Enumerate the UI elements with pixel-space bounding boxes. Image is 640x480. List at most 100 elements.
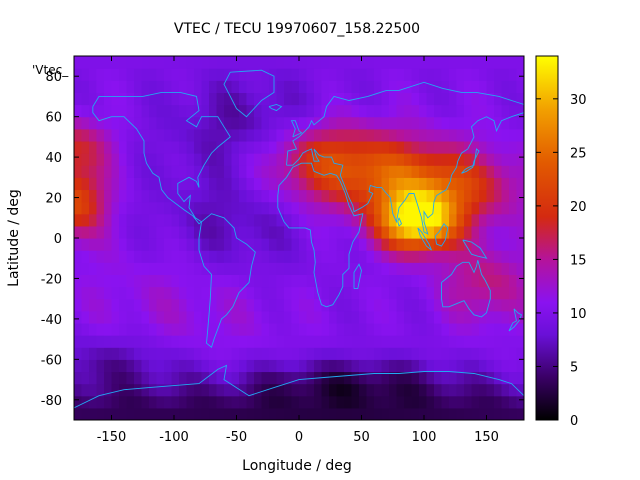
heatmap-cell bbox=[389, 225, 398, 239]
heatmap-cell bbox=[111, 383, 120, 397]
heatmap-cell bbox=[486, 68, 495, 81]
heatmap-cell bbox=[111, 153, 120, 166]
heatmap-cell bbox=[456, 201, 465, 215]
heatmap-cell bbox=[261, 322, 270, 336]
heatmap-cell bbox=[149, 274, 158, 288]
heatmap-cell bbox=[119, 347, 128, 360]
heatmap-cell bbox=[156, 274, 165, 288]
heatmap-cell bbox=[426, 407, 435, 420]
heatmap-cell bbox=[426, 286, 435, 300]
x-tick-label: 150 bbox=[474, 430, 499, 445]
heatmap-cell bbox=[509, 104, 518, 118]
heatmap-cell bbox=[434, 286, 443, 300]
x-axis-ticks: -150 -100 -50 0 50 100 150 bbox=[97, 56, 499, 445]
heatmap-cell bbox=[209, 347, 218, 360]
heatmap-cell bbox=[246, 140, 255, 154]
x-tick-label: -150 bbox=[97, 430, 127, 445]
heatmap-cell bbox=[516, 225, 524, 239]
heatmap-cell bbox=[261, 250, 270, 263]
heatmap-cell bbox=[164, 213, 173, 227]
heatmap-cell bbox=[291, 298, 300, 312]
heatmap-cell bbox=[389, 395, 398, 409]
heatmap-cell bbox=[104, 238, 113, 251]
heatmap-cell bbox=[441, 262, 450, 275]
heatmap-cell bbox=[239, 298, 248, 312]
heatmap-cell bbox=[126, 395, 135, 409]
heatmap-cell bbox=[426, 359, 435, 373]
heatmap-cell bbox=[141, 80, 150, 93]
heatmap-cell bbox=[456, 56, 465, 69]
heatmap-cell bbox=[284, 238, 293, 251]
heatmap-cell bbox=[494, 128, 503, 142]
heatmap-cell bbox=[111, 213, 120, 227]
heatmap-cell bbox=[449, 165, 458, 178]
heatmap-cell bbox=[194, 371, 203, 385]
heatmap-cell bbox=[254, 371, 263, 385]
heatmap-cell bbox=[239, 140, 248, 154]
heatmap-cell bbox=[141, 116, 150, 130]
heatmap-cell bbox=[434, 310, 443, 324]
heatmap-cell bbox=[501, 298, 510, 312]
heatmap-cell bbox=[434, 104, 443, 118]
heatmap-cell bbox=[479, 140, 488, 154]
heatmap-cell bbox=[479, 165, 488, 178]
heatmap-cell bbox=[276, 310, 285, 324]
heatmap-cell bbox=[411, 104, 420, 118]
heatmap-cell bbox=[314, 335, 323, 348]
heatmap-cell bbox=[284, 225, 293, 239]
heatmap-cell bbox=[194, 383, 203, 397]
heatmap-cell bbox=[269, 407, 278, 420]
heatmap-cell bbox=[254, 286, 263, 300]
heatmap-cell bbox=[404, 407, 413, 420]
heatmap-cell bbox=[291, 262, 300, 275]
y-tick-label: 60 bbox=[45, 111, 62, 126]
heatmap-cell bbox=[434, 383, 443, 397]
heatmap-cell bbox=[254, 80, 263, 93]
heatmap-cell bbox=[149, 140, 158, 154]
heatmap-cell bbox=[96, 407, 105, 420]
heatmap-cell bbox=[344, 359, 353, 373]
heatmap-cell bbox=[314, 383, 323, 397]
heatmap-cell bbox=[134, 128, 143, 142]
heatmap-cell bbox=[254, 128, 263, 142]
heatmap-cell bbox=[479, 177, 488, 191]
heatmap-cell bbox=[359, 371, 368, 385]
heatmap-cell bbox=[201, 335, 210, 348]
heatmap-cell bbox=[246, 347, 255, 360]
heatmap-cell bbox=[126, 262, 135, 275]
heatmap-cell bbox=[276, 68, 285, 81]
heatmap-cell bbox=[434, 359, 443, 373]
heatmap-cell bbox=[389, 80, 398, 93]
heatmap-cell bbox=[374, 116, 383, 130]
chart-title: VTEC / TECU 19970607_158.22500 bbox=[174, 21, 420, 37]
heatmap-cell bbox=[456, 238, 465, 251]
heatmap-cell bbox=[396, 407, 405, 420]
heatmap-cell bbox=[156, 189, 165, 203]
heatmap-cell bbox=[291, 177, 300, 191]
heatmap-cell bbox=[291, 165, 300, 178]
heatmap-cell bbox=[104, 225, 113, 239]
heatmap-cell bbox=[164, 140, 173, 154]
heatmap-cell bbox=[171, 262, 180, 275]
heatmap-cell bbox=[486, 347, 495, 360]
heatmap-cell bbox=[479, 371, 488, 385]
heatmap-cell bbox=[179, 213, 188, 227]
heatmap-cell bbox=[486, 201, 495, 215]
heatmap-cell bbox=[471, 407, 480, 420]
heatmap-cell bbox=[74, 104, 83, 118]
heatmap-cell bbox=[321, 286, 330, 300]
heatmap-cell bbox=[149, 225, 158, 239]
heatmap-cell bbox=[336, 298, 345, 312]
heatmap-cell bbox=[486, 116, 495, 130]
heatmap-cell bbox=[336, 238, 345, 251]
colorbar-tick-label: 30 bbox=[570, 93, 587, 108]
heatmap-cell bbox=[149, 359, 158, 373]
heatmap-cell bbox=[111, 407, 120, 420]
heatmap-cell bbox=[306, 359, 315, 373]
heatmap-cell bbox=[284, 201, 293, 215]
heatmap-cell bbox=[374, 322, 383, 336]
heatmap-cell bbox=[81, 250, 90, 263]
heatmap-cell bbox=[261, 189, 270, 203]
heatmap-cell bbox=[126, 238, 135, 251]
